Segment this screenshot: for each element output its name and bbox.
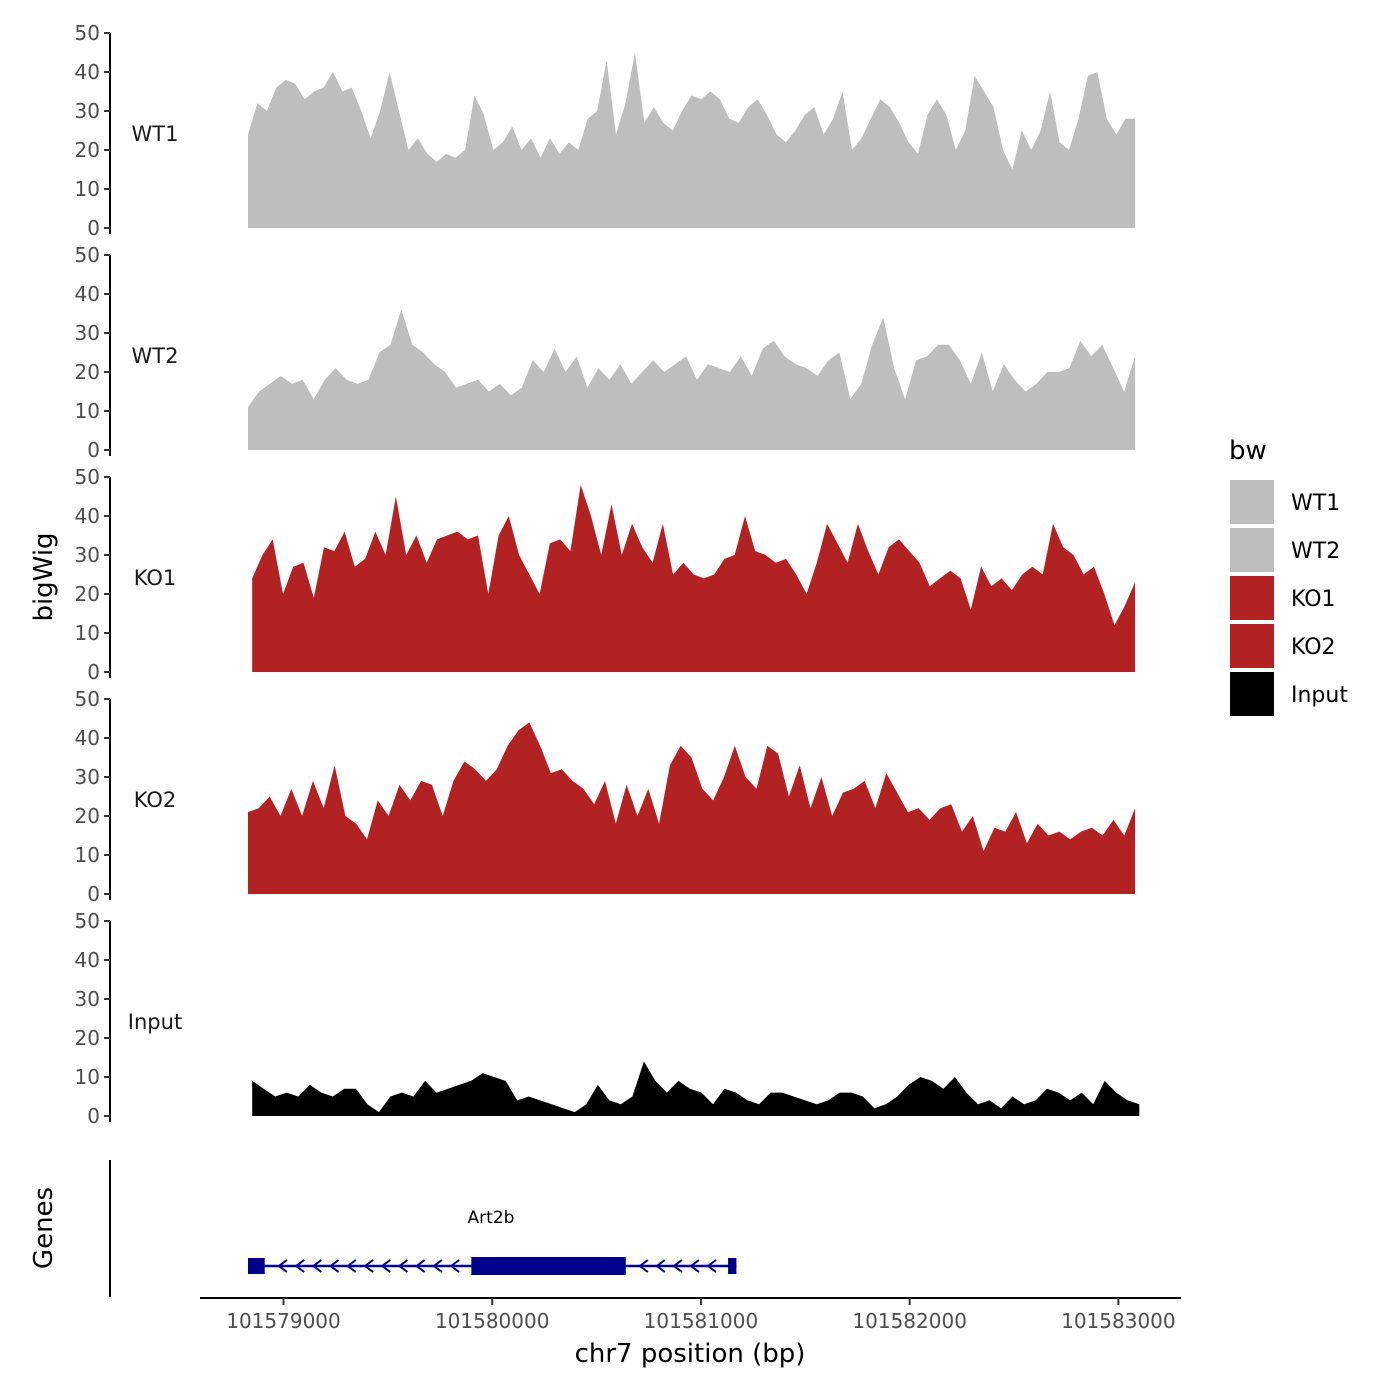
y-tick-label: 0 (87, 438, 100, 462)
area-ko1 (252, 484, 1136, 672)
exon-block (471, 1257, 626, 1275)
strand-arrow (328, 1259, 340, 1273)
exon-block (248, 1258, 265, 1274)
y-tick-label: 10 (75, 621, 100, 645)
strand-arrow (706, 1259, 717, 1273)
genes-track-label: Genes (29, 1187, 59, 1269)
y-tick-label: 0 (87, 882, 100, 906)
area-wt2 (248, 309, 1136, 450)
strand-arrow (311, 1259, 322, 1273)
y-tick-label: 50 (75, 465, 100, 489)
y-tick-label: 40 (75, 60, 100, 84)
legend-swatch-input (1230, 672, 1274, 716)
track-label-ko2: KO2 (134, 788, 177, 812)
y-tick-label: 0 (87, 1104, 100, 1128)
y-tick-label: 50 (75, 909, 100, 933)
track-ko1: 0 10 20 30 40 50 KO1 (75, 465, 1136, 684)
strand-arrow (397, 1259, 409, 1273)
track-label-wt1: WT1 (132, 122, 179, 146)
strand-arrow (415, 1259, 426, 1273)
strand-arrow (363, 1259, 374, 1273)
x-axis: 101579000 101580000 101581000 101582000 1015… (200, 1297, 1181, 1333)
legend: bw WT1 WT2 KO1 KO2 Input (1229, 436, 1348, 716)
area-ko2 (248, 722, 1136, 894)
y-tick-label: 50 (75, 687, 100, 711)
signal-tracks: 0 10 20 30 40 50 WT1 0 10 20 30 40 50 WT2 0 10 20 30 40 50 K… (75, 21, 1140, 1128)
legend-swatch-ko2 (1230, 624, 1274, 668)
strand-arrow (655, 1259, 666, 1273)
legend-title: bw (1229, 436, 1267, 466)
area-input (252, 1061, 1140, 1116)
strand-arrow (672, 1259, 683, 1273)
legend-swatch-ko1 (1230, 576, 1274, 620)
legend-label-input: Input (1291, 683, 1348, 708)
legend-label-ko1: KO1 (1291, 587, 1336, 612)
legend-label-wt2: WT2 (1291, 539, 1340, 564)
y-tick-label: 20 (75, 804, 100, 828)
x-tick-label: 101579000 (226, 1309, 341, 1333)
track-wt2: 0 10 20 30 40 50 WT2 (75, 243, 1136, 462)
y-axis-title: bigWig (29, 532, 59, 621)
y-tick-label: 30 (75, 321, 100, 345)
gene-name-label: Art2b (468, 1208, 515, 1228)
y-tick-label: 20 (75, 138, 100, 162)
y-tick-label: 50 (75, 21, 100, 45)
legend-label-wt1: WT1 (1291, 491, 1340, 516)
gene-track-panel: Art2b (109, 1160, 737, 1297)
x-tick-label: 101582000 (852, 1309, 967, 1333)
y-tick-label: 10 (75, 399, 100, 423)
x-axis-title: chr7 position (bp) (575, 1339, 806, 1369)
y-tick-label: 30 (75, 99, 100, 123)
x-tick-label: 101583000 (1061, 1309, 1176, 1333)
area-wt1 (248, 52, 1136, 228)
y-tick-label: 40 (75, 948, 100, 972)
track-label-ko1: KO1 (134, 566, 177, 590)
x-tick-label: 101580000 (435, 1309, 550, 1333)
y-tick-label: 20 (75, 582, 100, 606)
y-tick-label: 30 (75, 765, 100, 789)
y-tick-label: 40 (75, 504, 100, 528)
track-ko2: 0 10 20 30 40 50 KO2 (75, 687, 1136, 906)
y-tick-label: 50 (75, 243, 100, 267)
legend-swatch-wt2 (1230, 528, 1274, 572)
y-tick-label: 20 (75, 360, 100, 384)
y-tick-label: 30 (75, 543, 100, 567)
strand-arrow (277, 1259, 288, 1273)
strand-arrow (380, 1259, 391, 1273)
exon-block (728, 1258, 737, 1274)
x-tick-label: 101581000 (644, 1309, 759, 1333)
y-tick-label: 40 (75, 282, 100, 306)
strand-arrow (638, 1259, 649, 1273)
y-tick-label: 40 (75, 726, 100, 750)
strand-arrow (346, 1259, 357, 1273)
track-input: 0 10 20 30 40 50 Input (75, 909, 1140, 1128)
track-label-input: Input (128, 1010, 182, 1034)
legend-label-ko2: KO2 (1291, 635, 1336, 660)
y-tick-label: 0 (87, 660, 100, 684)
track-wt1: 0 10 20 30 40 50 WT1 (75, 21, 1136, 240)
strand-arrow (432, 1259, 443, 1273)
strand-arrow (294, 1259, 305, 1273)
strand-arrow (449, 1259, 460, 1273)
strand-arrow (689, 1259, 700, 1273)
y-tick-label: 20 (75, 1026, 100, 1050)
y-tick-label: 10 (75, 1065, 100, 1089)
y-tick-label: 30 (75, 987, 100, 1011)
y-tick-label: 10 (75, 843, 100, 867)
track-label-wt2: WT2 (132, 344, 179, 368)
y-tick-label: 0 (87, 216, 100, 240)
y-tick-label: 10 (75, 177, 100, 201)
legend-swatch-wt1 (1230, 480, 1274, 524)
